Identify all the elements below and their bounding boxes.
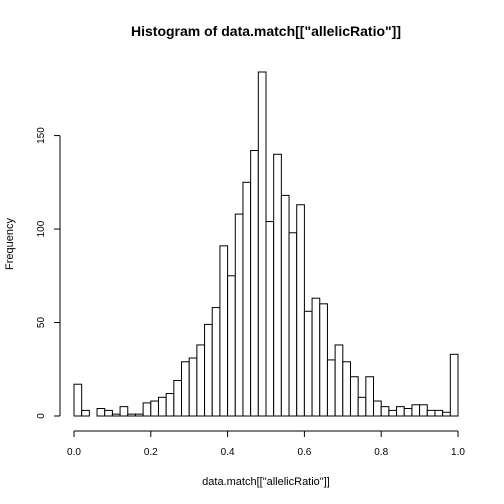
histogram-bar bbox=[296, 204, 305, 417]
y-tick-label: 0 bbox=[36, 413, 47, 419]
histogram-bar bbox=[134, 413, 144, 417]
x-tick-label: 0.8 bbox=[374, 447, 388, 458]
histogram-bar bbox=[426, 409, 436, 417]
histogram-bar bbox=[173, 379, 183, 417]
y-tick-label: 150 bbox=[36, 127, 47, 144]
histogram-bar bbox=[357, 396, 367, 417]
histogram-bar bbox=[403, 408, 413, 417]
histogram-bar bbox=[96, 408, 106, 417]
histogram-bar bbox=[342, 361, 351, 417]
x-tick-label: 1.0 bbox=[451, 447, 465, 458]
histogram-bar bbox=[165, 393, 175, 417]
y-tick-label: 100 bbox=[36, 220, 47, 237]
histogram-bar bbox=[196, 344, 206, 417]
histogram-bar bbox=[211, 307, 221, 417]
y-axis: 0 50 100 150 bbox=[36, 127, 61, 419]
histogram-bar bbox=[81, 409, 90, 417]
histogram-bar bbox=[111, 413, 121, 417]
histogram-bar bbox=[204, 323, 213, 417]
histogram-bar bbox=[234, 213, 244, 417]
histogram-bar bbox=[273, 153, 282, 417]
chart-title: Histogram of data.match[["allelicRatio"]… bbox=[131, 23, 401, 39]
histogram-bar bbox=[188, 357, 198, 417]
histogram-bar bbox=[280, 194, 290, 417]
histogram-bar bbox=[311, 297, 321, 417]
histogram-bar bbox=[303, 310, 313, 417]
histogram-bar bbox=[73, 383, 83, 417]
histogram-bar bbox=[227, 275, 236, 417]
x-tick-label: 0.0 bbox=[67, 447, 81, 458]
histogram-bar bbox=[334, 344, 344, 417]
histogram-bar bbox=[434, 409, 444, 417]
x-axis: 0.0 0.2 0.4 0.6 0.8 1.0 bbox=[67, 430, 465, 458]
histogram-bar bbox=[349, 376, 359, 417]
histogram-bar bbox=[326, 359, 336, 417]
x-axis-label: data.match[["allelicRatio"]] bbox=[202, 476, 330, 488]
histogram-bar bbox=[319, 303, 328, 417]
histogram-bar bbox=[442, 411, 451, 417]
histogram-bar bbox=[380, 406, 390, 417]
histogram-bar bbox=[419, 404, 428, 417]
histogram-bar bbox=[150, 400, 159, 417]
x-tick-label: 0.2 bbox=[144, 447, 158, 458]
histogram-bar bbox=[181, 361, 190, 417]
y-axis-label: Frequency bbox=[4, 218, 16, 270]
histogram-bar bbox=[142, 402, 152, 417]
histogram-bar bbox=[157, 396, 167, 417]
histogram-bars bbox=[73, 71, 459, 417]
histogram-bar bbox=[265, 221, 275, 417]
histogram-bar bbox=[250, 150, 259, 417]
histogram-bar bbox=[219, 245, 229, 417]
x-tick-label: 0.4 bbox=[221, 447, 235, 458]
histogram-bar bbox=[257, 71, 267, 417]
histogram-bar bbox=[396, 406, 405, 417]
histogram-bar bbox=[127, 413, 136, 417]
histogram-bar bbox=[242, 181, 252, 417]
x-tick-label: 0.6 bbox=[297, 447, 311, 458]
histogram-bar bbox=[119, 406, 129, 417]
y-tick-label: 50 bbox=[36, 317, 47, 329]
histogram-bar bbox=[411, 404, 421, 417]
histogram-bar bbox=[288, 232, 298, 417]
histogram-bar bbox=[365, 376, 375, 417]
histogram-bar bbox=[449, 353, 459, 417]
histogram-bar bbox=[373, 400, 382, 417]
histogram-bar bbox=[388, 409, 398, 417]
histogram-bar bbox=[104, 409, 113, 417]
